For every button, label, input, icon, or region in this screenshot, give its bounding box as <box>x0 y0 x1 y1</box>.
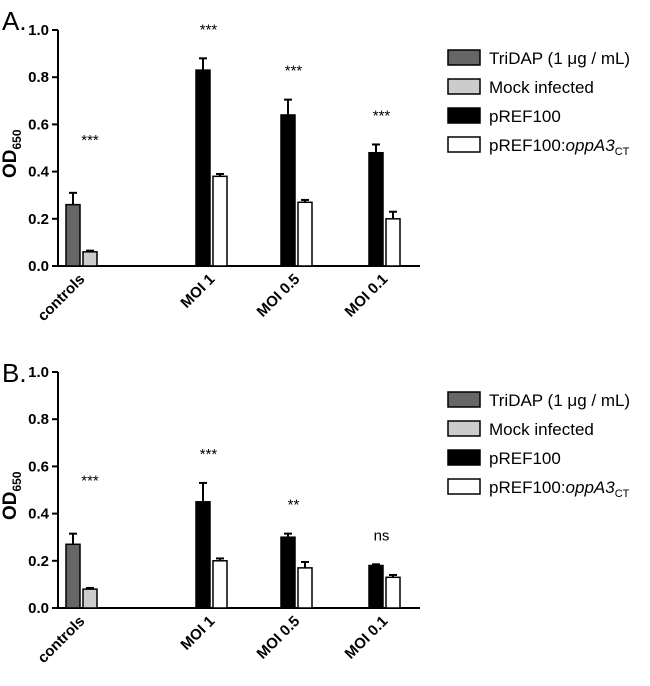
category-label: MOI 0.5 <box>254 613 304 663</box>
significance-label: *** <box>285 63 303 80</box>
bar <box>297 567 313 609</box>
category-label: controls <box>34 271 88 325</box>
y-tick-label: 1.0 <box>28 22 49 39</box>
significance-label: *** <box>81 132 99 149</box>
significance-label: ** <box>288 497 300 514</box>
panel-label: A. <box>2 6 27 36</box>
legend-swatch <box>447 107 481 124</box>
category-label: MOI 0.5 <box>254 271 304 321</box>
legend-swatch <box>447 136 481 153</box>
legend-label: pREF100 <box>489 449 561 468</box>
bar <box>385 576 401 609</box>
bar <box>368 151 384 267</box>
bar <box>212 560 228 609</box>
y-axis-title: OD650 <box>0 129 24 178</box>
category-label: controls <box>34 613 88 667</box>
bar <box>212 175 228 267</box>
legend-swatch <box>447 420 481 437</box>
legend-swatch <box>447 391 481 408</box>
y-tick-label: 0.8 <box>28 411 49 428</box>
legend: TriDAP (1 μg / mL) Mock infected pREF100 pR… <box>447 49 630 158</box>
y-tick-label: 0.4 <box>28 506 50 523</box>
category-label: MOI 1 <box>177 613 218 654</box>
bar <box>65 543 81 609</box>
bar <box>195 501 211 609</box>
legend-swatch <box>447 478 481 495</box>
significance-label: *** <box>81 473 99 490</box>
significance-label: *** <box>373 107 391 124</box>
legend-swatch <box>447 49 481 66</box>
chart-panel-b: B. OD650 0.0 0.2 0.4 0.6 0.8 1.0 controls *** MOI … <box>0 358 630 667</box>
bar <box>82 251 98 267</box>
y-tick-label: 0.6 <box>28 116 49 133</box>
bar <box>82 588 98 609</box>
bar <box>297 201 313 267</box>
bar <box>368 564 384 609</box>
category-label: MOI 0.1 <box>342 613 392 663</box>
legend-label: TriDAP (1 μg / mL) <box>489 49 630 68</box>
bar <box>195 69 211 267</box>
bar <box>65 203 81 267</box>
y-tick-label: 0.2 <box>28 211 49 228</box>
significance-label: *** <box>200 446 218 463</box>
legend-label: pREF100:oppA3CT <box>489 136 630 158</box>
legend-label: Mock infected <box>489 78 594 97</box>
bar <box>280 536 296 609</box>
y-tick-label: 1.0 <box>28 364 49 381</box>
y-tick-label: 0.6 <box>28 458 49 475</box>
y-tick-label: 0.2 <box>28 553 49 570</box>
significance-label: *** <box>200 21 218 38</box>
legend-swatch <box>447 449 481 466</box>
y-tick-label: 0.0 <box>28 600 49 617</box>
legend: TriDAP (1 μg / mL) Mock infected pREF100 pR… <box>447 391 630 500</box>
y-tick-label: 0.8 <box>28 69 49 86</box>
y-axis-title: OD650 <box>0 471 24 520</box>
legend-swatch <box>447 78 481 95</box>
y-tick-label: 0.4 <box>28 164 50 181</box>
significance-label: ns <box>374 527 390 544</box>
category-label: MOI 1 <box>177 271 218 312</box>
bar <box>385 218 401 267</box>
legend-label: Mock infected <box>489 420 594 439</box>
y-tick-label: 0.0 <box>28 258 49 275</box>
legend-label: TriDAP (1 μg / mL) <box>489 391 630 410</box>
bar <box>280 114 296 267</box>
panel-label: B. <box>2 358 27 388</box>
chart-panel-a: A. OD650 0.0 0.2 0.4 0.6 0.8 1.0 controls *** MOI … <box>0 6 630 325</box>
category-label: MOI 0.1 <box>342 271 392 321</box>
legend-label: pREF100:oppA3CT <box>489 478 630 500</box>
legend-label: pREF100 <box>489 107 561 126</box>
